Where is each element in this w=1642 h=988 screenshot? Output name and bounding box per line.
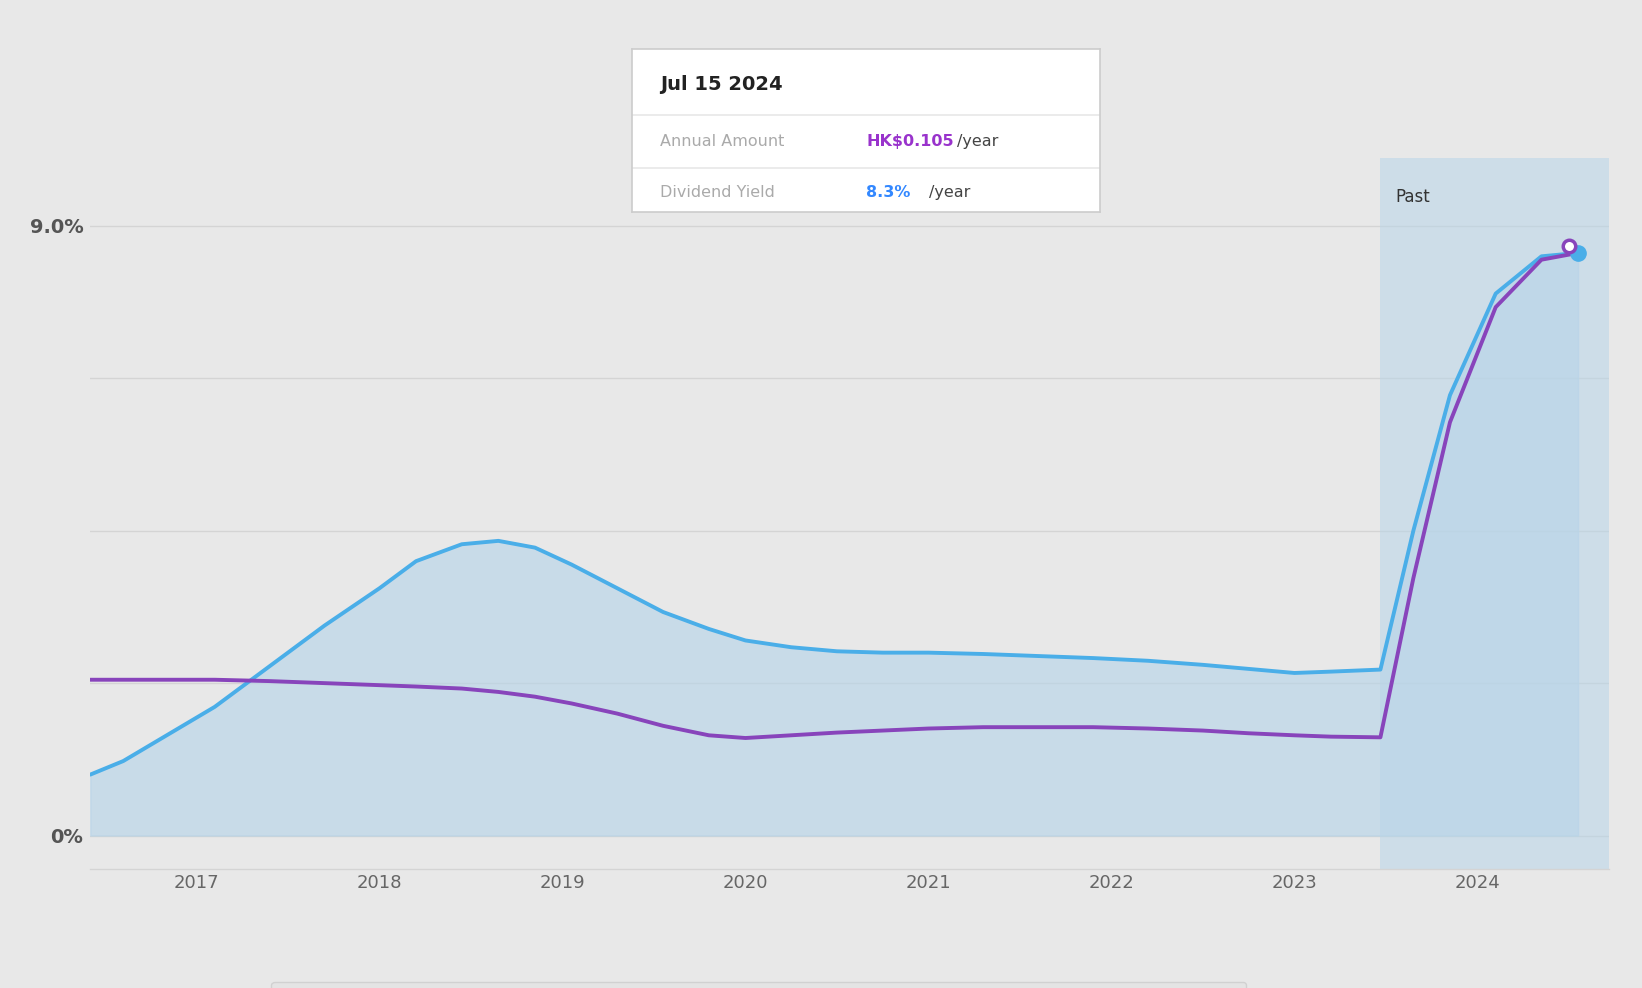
- Text: Jul 15 2024: Jul 15 2024: [660, 75, 783, 95]
- Text: Annual Amount: Annual Amount: [660, 134, 785, 149]
- Text: /year: /year: [929, 186, 970, 201]
- Text: Dividend Yield: Dividend Yield: [660, 186, 775, 201]
- Text: Past: Past: [1396, 188, 1430, 206]
- Text: HK$0.105: HK$0.105: [867, 134, 954, 149]
- Bar: [1381, 158, 1609, 869]
- Text: /year: /year: [957, 134, 998, 149]
- Legend: Dividend Yield, Dividend Payments, Annual Amount, Earnings Per Share: Dividend Yield, Dividend Payments, Annua…: [271, 982, 1246, 988]
- Text: 8.3%: 8.3%: [867, 186, 911, 201]
